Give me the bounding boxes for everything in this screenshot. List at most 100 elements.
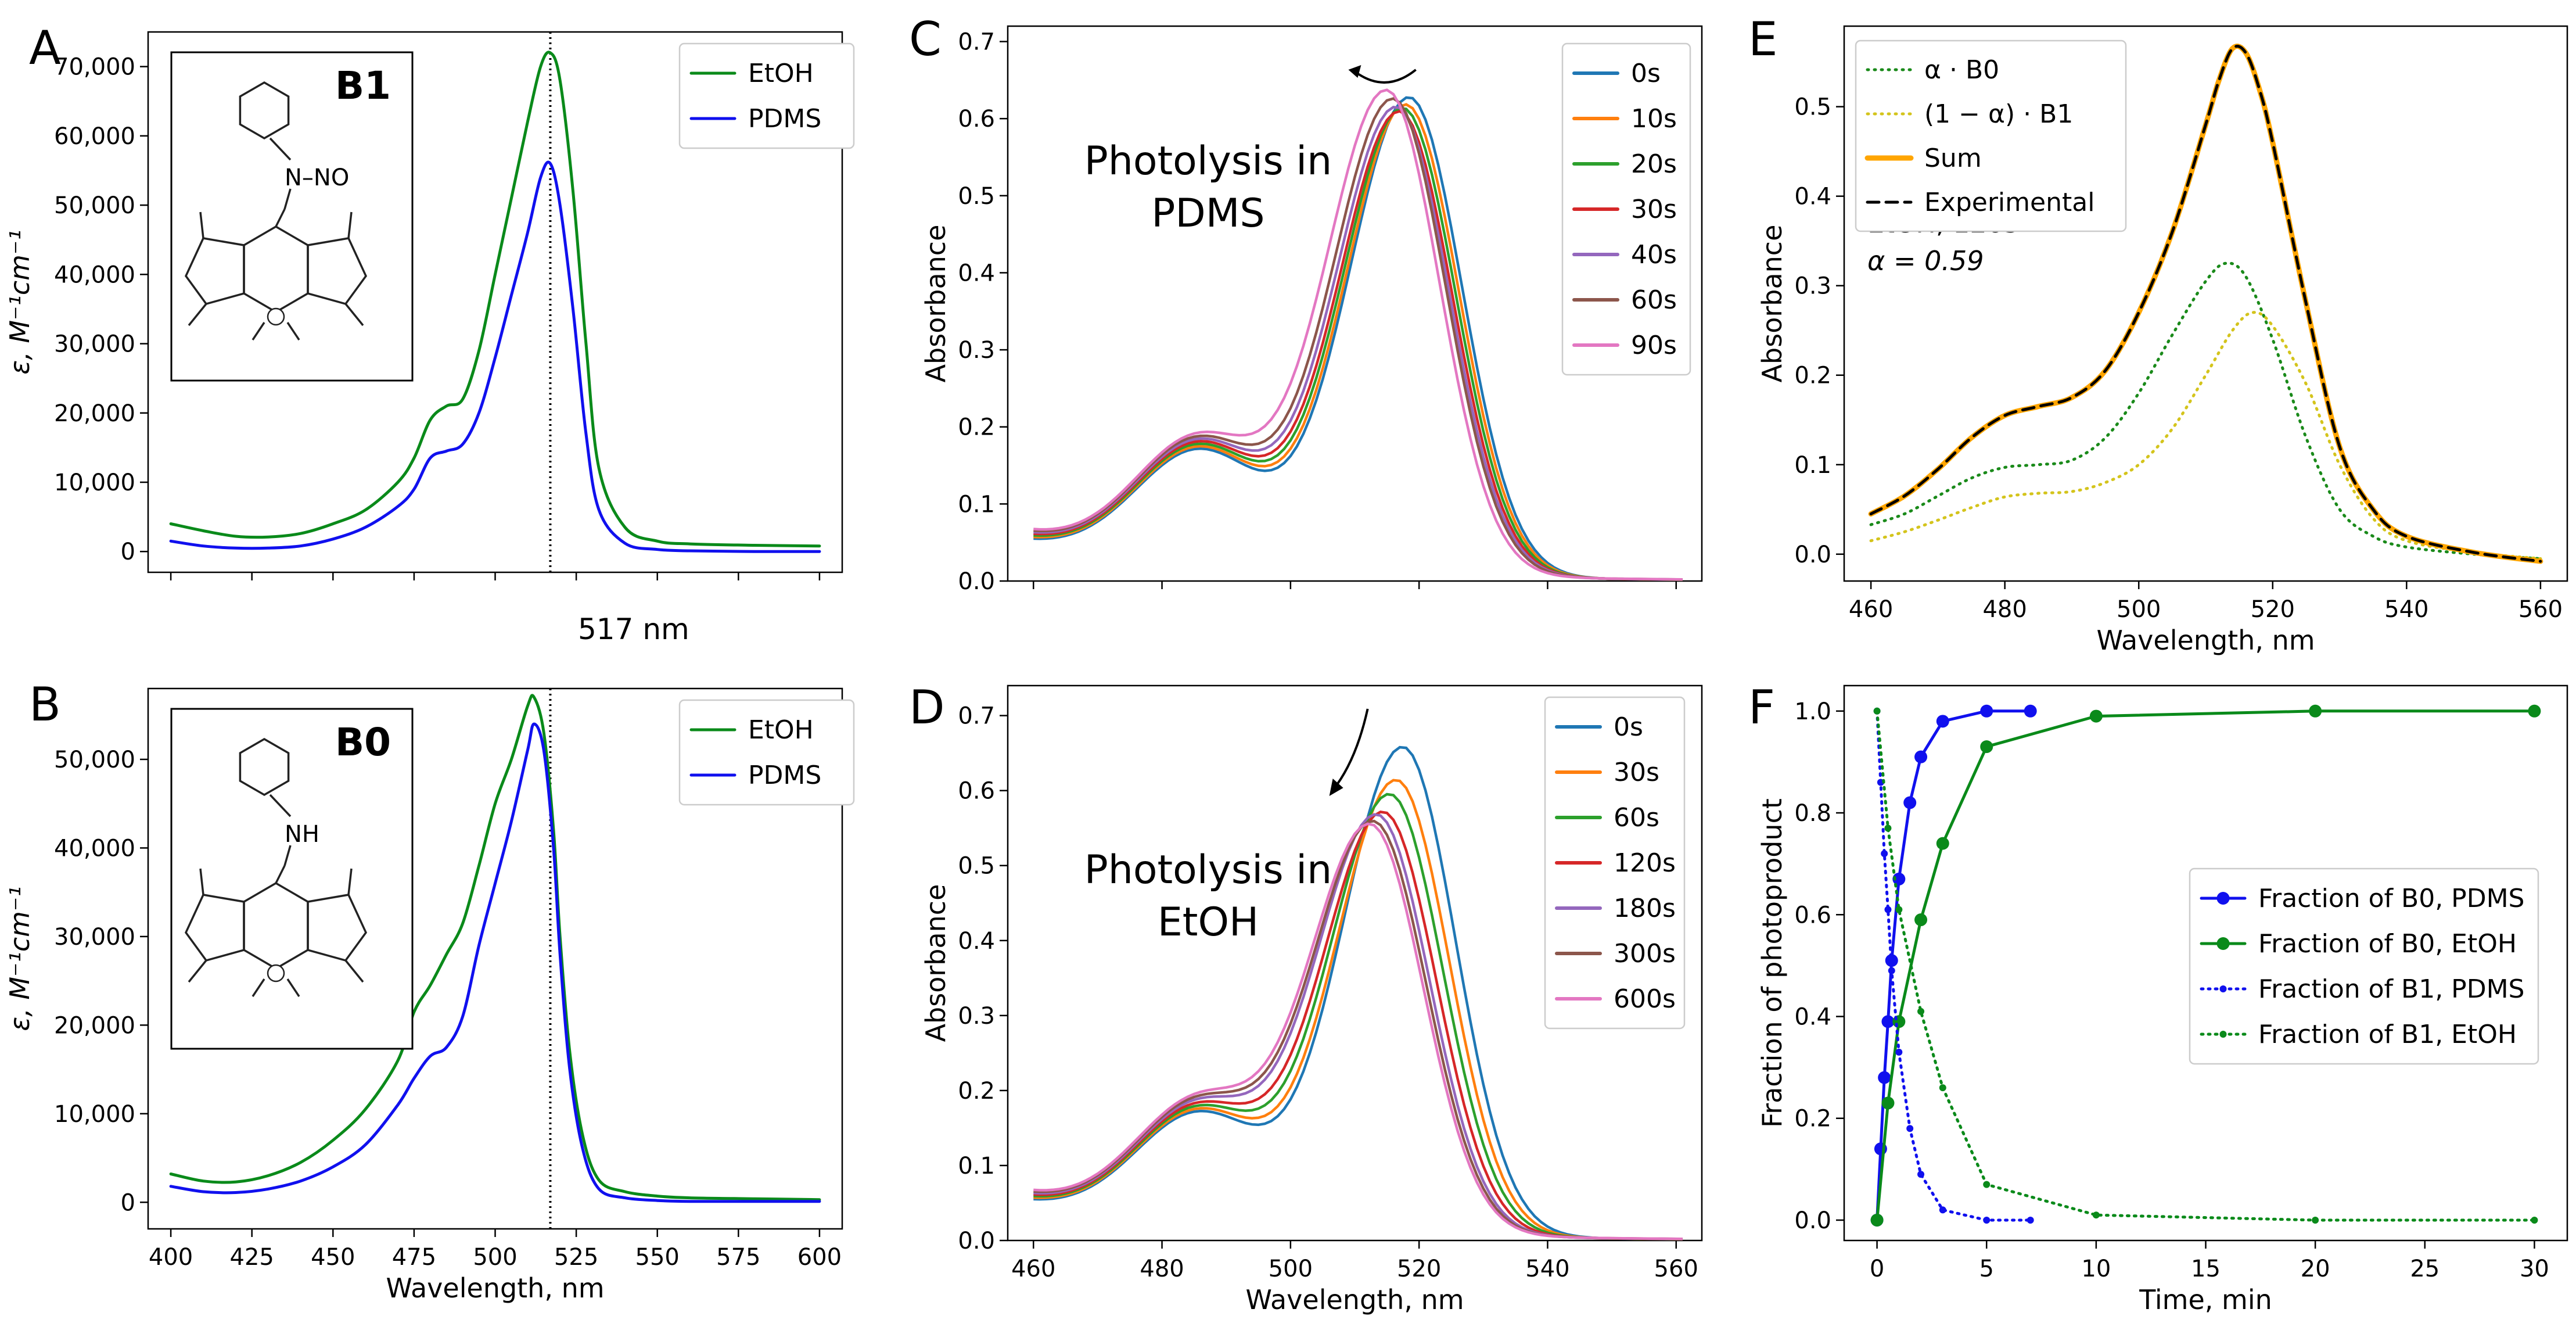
x-tick-label: 450 <box>311 1244 355 1271</box>
bond-icon <box>283 188 292 210</box>
y-tick-label: 0.1 <box>958 491 995 518</box>
series-line-1 <box>1869 311 2542 560</box>
x-tick-label: 500 <box>2117 596 2161 623</box>
y-tick-label: 0.5 <box>1794 94 1831 121</box>
phenyl-ring-icon <box>239 81 290 140</box>
legend-marker <box>2216 892 2230 905</box>
y-axis-label: Absorbance <box>1756 225 1788 383</box>
legend-label: Experimental <box>1924 188 2094 217</box>
legend-label: 30s <box>1614 758 1659 787</box>
series-line-1 <box>169 722 821 1203</box>
x-tick-label: 520 <box>1397 1256 1441 1282</box>
data-point <box>1906 1125 1914 1132</box>
b-f-bond-icon <box>252 322 265 340</box>
y-tick-label: 0.6 <box>958 778 995 805</box>
x-tick-label: 520 <box>2251 596 2295 623</box>
pyrrole-left-icon <box>184 894 245 962</box>
legend-label: 120s <box>1614 848 1676 878</box>
legend-label: 40s <box>1631 240 1677 270</box>
legend-label: 0s <box>1614 712 1643 742</box>
y-tick-label: 0.4 <box>1794 184 1831 210</box>
data-point <box>1884 824 1892 832</box>
x-tick-label: 480 <box>1140 1256 1184 1282</box>
legend-label: Fraction of B1, PDMS <box>2258 974 2524 1004</box>
series-line-2 <box>1876 709 2032 1222</box>
chart-f: 0 5 10 15 20 25 30 0.0 0.2 0.4 0.6 0.8 1.0 Time, min F… <box>1756 684 2568 1315</box>
plot-area <box>1033 88 1683 581</box>
annotation-line-2: EtOH <box>1158 899 1259 945</box>
legend-label: EtOH <box>748 715 814 745</box>
pyrrole-right-icon <box>307 894 368 962</box>
y-tick-label: 0.0 <box>1794 1207 1831 1234</box>
x-tick-label: 480 <box>1982 596 2027 623</box>
legend-box <box>1855 40 2127 232</box>
data-point <box>1983 1216 1991 1224</box>
x-tick-label: 500 <box>473 1244 517 1271</box>
shift-arrow-icon <box>1357 69 1417 84</box>
inset-substituent-label: NH <box>285 821 319 848</box>
data-point <box>2089 709 2103 723</box>
legend-box <box>678 699 855 806</box>
data-point <box>2092 1211 2100 1219</box>
series-line-90s <box>1033 88 1683 581</box>
data-point <box>1983 1181 1991 1188</box>
x-tick-label: 500 <box>1269 1256 1313 1282</box>
y-tick-label: 50,000 <box>54 747 135 773</box>
y-tick-label: 0 <box>121 539 135 565</box>
x-tick-label: 540 <box>1525 1256 1569 1282</box>
legend-label: Fraction of B0, PDMS <box>2258 884 2524 913</box>
y-tick-label: 30,000 <box>54 331 135 358</box>
methyl-icon <box>344 959 364 983</box>
x-tick-label: 540 <box>2384 596 2428 623</box>
data-point <box>1892 872 1906 885</box>
y-axis-label: Fraction of photoproduct <box>1756 798 1788 1128</box>
x-tick-label: 460 <box>1849 596 1893 623</box>
legend: Fraction of B0, PDMS Fraction of B0, EtOH… <box>2189 867 2539 1065</box>
y-tick-label: 0.4 <box>958 260 995 286</box>
x-axis-label: Wavelength, nm <box>386 1272 604 1304</box>
y-tick-label: 20,000 <box>54 400 135 427</box>
y-axis-label: Absorbance <box>920 884 951 1042</box>
x-tick-label: 30 <box>2520 1256 2549 1282</box>
x-tick-label: 25 <box>2410 1256 2440 1282</box>
x-tick-label: 575 <box>716 1244 760 1271</box>
bond-icon <box>269 794 292 817</box>
data-point <box>1873 707 1881 715</box>
legend-label: PDMS <box>748 761 821 790</box>
y-tick-label: 0.1 <box>958 1153 995 1179</box>
series-line-0 <box>169 51 821 548</box>
y-tick-label: 0.6 <box>1794 902 1831 928</box>
panel-letter-b: B <box>29 677 61 732</box>
data-point <box>2531 1216 2538 1224</box>
y-axis-label: Absorbance <box>920 225 951 383</box>
y-tick-label: 40,000 <box>54 835 135 862</box>
legend: α · B0 (1 − α) · B1 Sum Experimental <box>1855 40 2127 232</box>
structure-inset: B1 N–NO <box>170 51 414 382</box>
legend: 0s 10s 20s 30s 40s 60s 90s <box>1561 42 1691 376</box>
legend-label: 20s <box>1631 149 1677 179</box>
series-line-0 <box>1869 261 2542 560</box>
b-f-bond-icon <box>252 978 265 997</box>
y-tick-label: 0.5 <box>958 183 995 210</box>
legend-label: 90s <box>1631 331 1677 360</box>
y-tick-label: 10,000 <box>54 1101 135 1128</box>
chart-b: 400 425 450 475 500 525 550 575 600 0 10,000 20,000… <box>4 687 855 1304</box>
plot-area <box>169 689 821 1229</box>
inset-frame <box>170 708 414 1050</box>
y-tick-label: 0.7 <box>958 29 995 56</box>
methyl-icon <box>347 868 353 895</box>
x-tick-label: 550 <box>635 1244 680 1271</box>
data-point <box>1903 796 1917 809</box>
y-tick-label: 0.1 <box>1794 452 1831 479</box>
y-tick-label: 0.2 <box>1794 1106 1831 1132</box>
series-line-1 <box>169 160 821 553</box>
legend-label: Fraction of B1, EtOH <box>2258 1020 2517 1049</box>
data-point <box>1881 1015 1895 1028</box>
y-tick-label: 0.2 <box>1794 363 1831 389</box>
methyl-icon <box>188 959 207 983</box>
legend-marker <box>2216 937 2230 950</box>
data-point <box>1917 1171 1925 1178</box>
legend-box <box>1544 696 1686 1030</box>
panel-letter-e: E <box>1748 12 1778 66</box>
inset-compound-label: B1 <box>335 63 391 108</box>
